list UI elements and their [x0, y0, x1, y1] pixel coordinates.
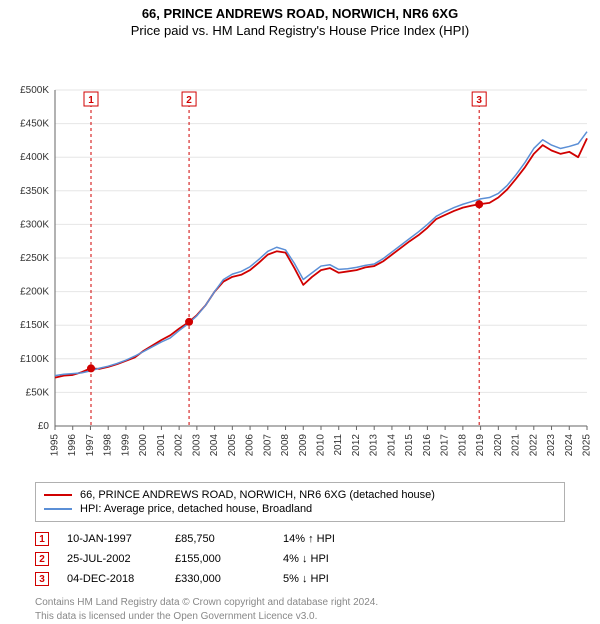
- event-marker: 2: [35, 552, 49, 566]
- event-pct: 14% ↑ HPI: [283, 533, 373, 545]
- svg-text:2013: 2013: [369, 434, 380, 457]
- title-subtitle: Price paid vs. HM Land Registry's House …: [0, 23, 600, 38]
- event-date: 10-JAN-1997: [67, 533, 157, 545]
- svg-text:£200K: £200K: [20, 287, 49, 298]
- svg-text:2010: 2010: [316, 434, 327, 457]
- svg-text:2006: 2006: [245, 434, 256, 457]
- svg-text:£150K: £150K: [20, 320, 49, 331]
- svg-text:1999: 1999: [120, 434, 131, 457]
- event-pct: 5% ↓ HPI: [283, 573, 373, 585]
- svg-text:2017: 2017: [440, 434, 451, 457]
- event-date: 25-JUL-2002: [67, 553, 157, 565]
- chart-container: £0 £50K £100K £150K £200K £250K £300K £350K £400…: [0, 38, 600, 478]
- svg-text:2003: 2003: [191, 434, 202, 457]
- event-row: 2 25-JUL-2002 £155,000 4% ↓ HPI: [35, 552, 565, 566]
- svg-text:2019: 2019: [475, 434, 486, 457]
- event-price: £330,000: [175, 573, 265, 585]
- svg-text:2021: 2021: [511, 434, 522, 457]
- title-address: 66, PRINCE ANDREWS ROAD, NORWICH, NR6 6X…: [0, 6, 600, 21]
- legend: 66, PRINCE ANDREWS ROAD, NORWICH, NR6 6X…: [35, 482, 565, 522]
- svg-text:2009: 2009: [298, 434, 309, 457]
- footer-line-1: Contains HM Land Registry data © Crown c…: [35, 596, 565, 610]
- line-chart: £0 £50K £100K £150K £200K £250K £300K £350K £400…: [0, 38, 600, 478]
- event-marker: 3: [35, 572, 49, 586]
- svg-text:1997: 1997: [85, 434, 96, 457]
- svg-text:1996: 1996: [67, 434, 78, 457]
- svg-text:£400K: £400K: [20, 152, 49, 163]
- svg-text:£250K: £250K: [20, 253, 49, 264]
- footer-line-2: This data is licensed under the Open Gov…: [35, 610, 565, 624]
- svg-text:2: 2: [186, 95, 192, 106]
- svg-text:2020: 2020: [493, 434, 504, 457]
- svg-text:2016: 2016: [422, 434, 433, 457]
- svg-text:2015: 2015: [404, 434, 415, 457]
- svg-text:£500K: £500K: [20, 85, 49, 96]
- chart-header: 66, PRINCE ANDREWS ROAD, NORWICH, NR6 6X…: [0, 0, 600, 38]
- svg-text:£100K: £100K: [20, 354, 49, 365]
- svg-text:2005: 2005: [227, 434, 238, 457]
- svg-text:1: 1: [88, 95, 94, 106]
- svg-text:£350K: £350K: [20, 186, 49, 197]
- svg-text:2000: 2000: [138, 434, 149, 457]
- svg-text:£300K: £300K: [20, 219, 49, 230]
- event-table: 1 10-JAN-1997 £85,750 14% ↑ HPI 2 25-JUL-2002…: [35, 532, 565, 586]
- svg-text:3: 3: [476, 95, 482, 106]
- svg-text:£450K: £450K: [20, 119, 49, 130]
- svg-text:2004: 2004: [209, 434, 220, 457]
- svg-text:1998: 1998: [103, 434, 114, 457]
- event-date: 04-DEC-2018: [67, 573, 157, 585]
- svg-text:2014: 2014: [386, 434, 397, 457]
- svg-text:2008: 2008: [280, 434, 291, 457]
- event-marker: 1: [35, 532, 49, 546]
- svg-text:2012: 2012: [351, 434, 362, 457]
- svg-text:2018: 2018: [457, 434, 468, 457]
- svg-text:2024: 2024: [564, 434, 575, 457]
- legend-label: 66, PRINCE ANDREWS ROAD, NORWICH, NR6 6X…: [80, 489, 435, 501]
- event-row: 1 10-JAN-1997 £85,750 14% ↑ HPI: [35, 532, 565, 546]
- legend-swatch: [44, 508, 72, 510]
- svg-text:£50K: £50K: [26, 387, 50, 398]
- event-price: £85,750: [175, 533, 265, 545]
- event-row: 3 04-DEC-2018 £330,000 5% ↓ HPI: [35, 572, 565, 586]
- event-price: £155,000: [175, 553, 265, 565]
- svg-text:2002: 2002: [174, 434, 185, 457]
- attribution-footer: Contains HM Land Registry data © Crown c…: [35, 596, 565, 624]
- svg-text:2022: 2022: [528, 434, 539, 457]
- svg-text:2001: 2001: [156, 434, 167, 457]
- legend-item: HPI: Average price, detached house, Broa…: [44, 503, 556, 515]
- legend-item: 66, PRINCE ANDREWS ROAD, NORWICH, NR6 6X…: [44, 489, 556, 501]
- svg-text:2007: 2007: [262, 434, 273, 457]
- svg-text:2011: 2011: [333, 434, 344, 456]
- svg-text:1995: 1995: [50, 434, 61, 457]
- legend-swatch: [44, 494, 72, 496]
- event-pct: 4% ↓ HPI: [283, 553, 373, 565]
- svg-text:£0: £0: [38, 421, 50, 432]
- svg-text:2023: 2023: [546, 434, 557, 457]
- legend-label: HPI: Average price, detached house, Broa…: [80, 503, 312, 515]
- svg-text:2025: 2025: [582, 434, 593, 457]
